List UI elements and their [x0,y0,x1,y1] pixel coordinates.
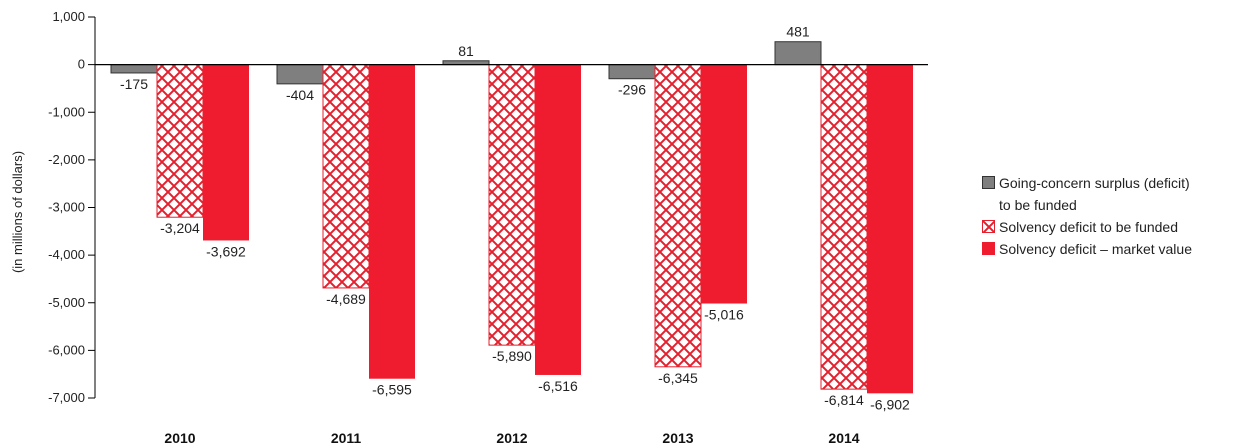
legend-swatch-hatch [982,220,995,233]
y-tick-label: -5,000 [48,295,85,310]
bar [276,64,324,85]
bar [608,64,656,80]
bar [110,64,158,74]
y-tick-label: -7,000 [48,390,85,405]
bar [701,64,747,304]
data-label: -5,890 [492,348,532,364]
bar [654,64,702,368]
y-tick-label: -2,000 [48,152,85,167]
data-label: 81 [458,43,474,59]
bar [535,64,581,375]
bar [369,64,415,379]
data-label: -3,692 [206,243,246,259]
y-tick-label: -3,000 [48,200,85,215]
bar [156,64,204,218]
y-tick-label: -1,000 [48,104,85,119]
bar [203,64,249,241]
legend: Going-concern surplus (deficit) to be fu… [982,172,1192,260]
data-label: -6,345 [658,370,698,386]
y-tick-label: 1,000 [52,9,85,24]
data-label: -404 [286,87,314,103]
legend-item-solvency-market: Solvency deficit – market value [982,238,1192,260]
y-tick-label: 0 [78,57,85,72]
y-axis-title: (in millions of dollars) [10,151,25,273]
legend-swatch-gray [982,176,995,189]
bar [774,41,822,66]
category-label: 2012 [496,430,527,446]
bar [820,64,868,390]
legend-label-line1: Going-concern surplus (deficit) [999,175,1190,191]
data-label: -296 [618,82,646,98]
bars [110,41,913,394]
legend-label: Solvency deficit – market value [999,241,1192,257]
bar [322,64,370,289]
data-label: -3,204 [160,220,200,236]
y-axis: 1,000 0 -1,000 -2,000 -3,000 -4,000 -5,000 -6,0… [48,9,96,405]
data-label: -5,016 [704,307,744,323]
data-label: -6,902 [870,396,910,412]
legend-swatch-red [982,242,995,255]
data-label: -4,689 [326,291,366,307]
data-label: 481 [786,24,810,40]
category-label: 2014 [828,430,859,446]
category-label: 2013 [662,430,693,446]
legend-item-solvency-funded: Solvency deficit to be funded [982,216,1192,238]
data-label: -6,516 [538,378,578,394]
category-label: 2010 [164,430,195,446]
data-label: -175 [120,76,148,92]
legend-label: Solvency deficit to be funded [999,219,1179,235]
legend-label-line2: to be funded [999,197,1077,213]
data-label: -6,595 [372,382,412,398]
data-labels: -175 -3,204 -3,692 -404 -4,689 -6,595 81 -5,890… [120,24,910,413]
data-label: -6,814 [824,392,864,408]
y-tick-label: -6,000 [48,342,85,357]
bar [867,64,913,394]
bar [488,64,536,346]
y-tick-label: -4,000 [48,247,85,262]
category-label: 2011 [331,430,362,446]
category-labels: 2010 2011 2012 2013 2014 [164,430,859,446]
legend-item-going-concern: Going-concern surplus (deficit) to be fu… [982,172,1192,216]
